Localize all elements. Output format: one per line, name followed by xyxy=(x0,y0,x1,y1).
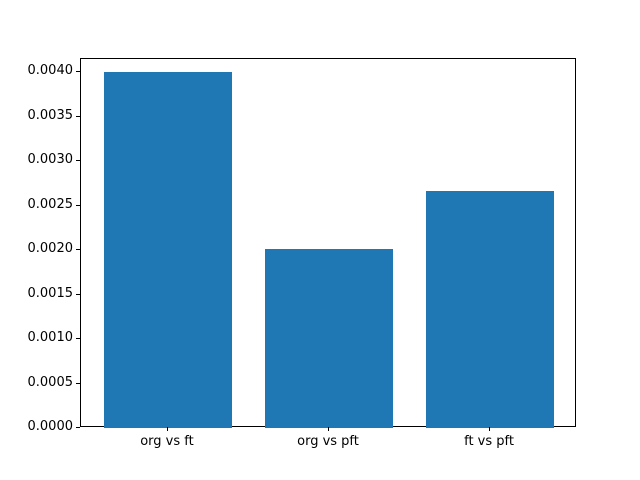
y-tick-mark xyxy=(76,115,80,117)
y-tick-mark xyxy=(76,249,80,251)
y-tick-label: 0.0030 xyxy=(27,152,74,168)
y-tick-mark xyxy=(76,71,80,73)
bar-ft-vs-pft xyxy=(425,191,555,428)
y-tick-label: 0.0040 xyxy=(27,63,74,79)
y-tick-mark xyxy=(76,382,80,384)
y-tick-mark xyxy=(76,160,80,162)
x-tick-mark xyxy=(328,427,329,431)
bar-org-vs-pft xyxy=(264,249,394,428)
y-tick-label: 0.0025 xyxy=(27,196,74,212)
y-tick-label: 0.0020 xyxy=(27,241,74,257)
y-tick-mark xyxy=(76,204,80,206)
x-tick-mark xyxy=(489,427,491,431)
x-tick-label-org-vs-ft: org vs ft xyxy=(140,434,194,449)
x-tick-mark xyxy=(166,427,168,431)
y-tick-label: 0.0005 xyxy=(27,374,74,390)
y-tick-label: 0.0010 xyxy=(27,330,74,346)
bar-org-vs-ft xyxy=(103,72,233,428)
plot-area xyxy=(80,58,576,428)
y-tick-mark xyxy=(76,427,80,428)
y-tick-mark xyxy=(76,338,80,340)
x-tick-label-org-vs-pft: org vs pft xyxy=(297,434,359,449)
x-tick-label-ft-vs-pft: ft vs pft xyxy=(464,434,514,449)
y-tick-label: 0.0000 xyxy=(27,419,74,434)
y-tick-label: 0.0015 xyxy=(27,285,74,301)
y-tick-label: 0.0035 xyxy=(27,107,74,123)
y-tick-mark xyxy=(76,293,80,295)
